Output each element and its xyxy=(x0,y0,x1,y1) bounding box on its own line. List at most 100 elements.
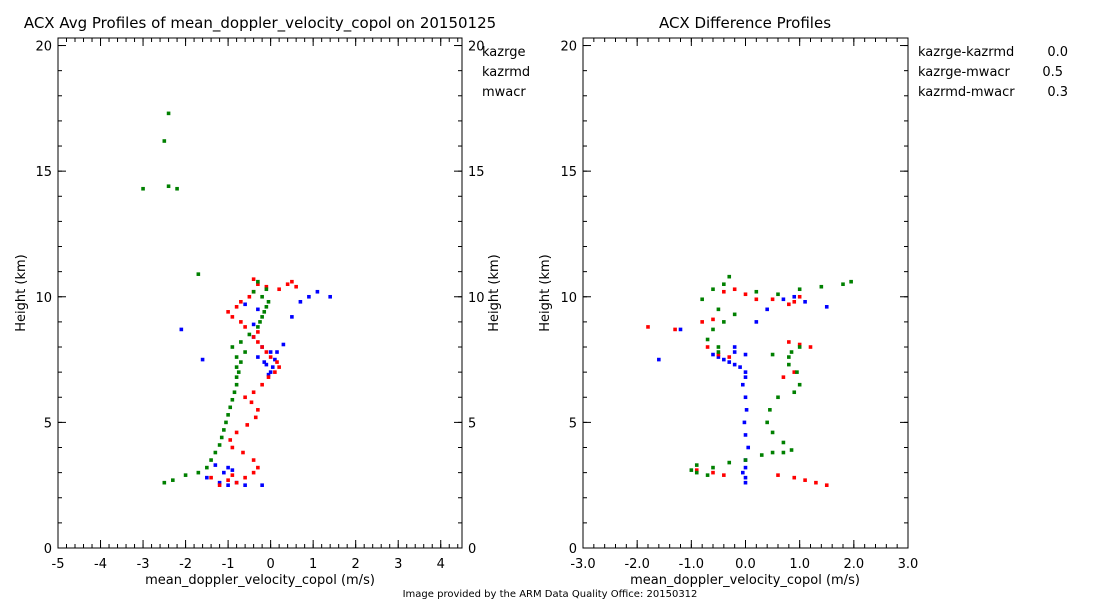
diff-point-kazrmd-mwacr xyxy=(754,289,759,294)
diff-point-kazrge-mwacr xyxy=(808,345,813,349)
legend-kazrmd: kazrmd xyxy=(482,65,530,80)
avg-point-mwacr xyxy=(141,186,145,191)
avg-right-y-tick-label: 0 xyxy=(468,542,476,557)
avg-point-kazrmd xyxy=(226,310,230,314)
avg-point-kazrmd xyxy=(256,282,260,287)
avg-point-mwacr xyxy=(166,184,171,189)
avg-point-kazrmd xyxy=(243,325,247,329)
diff-point-kazrge-mwacr xyxy=(732,287,737,292)
avg-point-kazrge xyxy=(243,302,247,307)
avg-point-kazrge xyxy=(264,362,269,367)
avg-point-kazrge xyxy=(256,355,260,359)
avg-point-mwacr xyxy=(234,355,239,359)
avg-point-kazrmd xyxy=(290,279,294,284)
avg-point-mwacr xyxy=(175,186,179,191)
avg-point-kazrmd xyxy=(241,450,245,455)
diff-point-kazrge-mwacr xyxy=(711,317,715,322)
avg-point-mwacr xyxy=(171,478,175,482)
avg-point-kazrmd xyxy=(239,320,243,324)
avg-right-y-tick-label: 20 xyxy=(468,40,485,55)
diff-point-kazrmd-mwacr xyxy=(781,440,786,445)
diff-point-kazrge-kazrmd xyxy=(722,357,726,362)
diff-point-kazrmd-mwacr xyxy=(797,345,802,349)
diff-point-kazrge-mwacr xyxy=(700,320,704,324)
diff-point-kazrge-mwacr xyxy=(722,473,726,477)
diff-point-kazrge-kazrmd xyxy=(743,433,748,437)
avg-point-kazrmd xyxy=(260,345,264,349)
diff-point-kazrge-kazrmd xyxy=(711,352,715,357)
avg-point-kazrmd xyxy=(256,330,260,334)
diff-y-tick-label: 5 xyxy=(569,416,577,431)
diff-point-kazrge-kazrmd xyxy=(740,470,745,475)
diff-point-kazrge-kazrmd xyxy=(743,375,748,379)
diff-point-kazrge-mwacr xyxy=(770,297,775,302)
diff-point-kazrge-mwacr xyxy=(787,302,791,307)
diff-point-kazrge-mwacr xyxy=(694,468,699,472)
avg-point-mwacr xyxy=(213,450,218,455)
diff-point-kazrmd-mwacr xyxy=(849,279,853,284)
avg-x-tick-label: -5 xyxy=(52,557,65,572)
diff-point-kazrge-mwacr xyxy=(727,355,732,359)
diff-point-kazrmd-mwacr xyxy=(776,395,780,400)
avg-point-kazrge xyxy=(290,315,294,319)
diff-point-kazrge-kazrmd xyxy=(657,357,661,362)
avg-point-mwacr xyxy=(256,279,260,284)
avg-point-mwacr xyxy=(260,294,264,299)
avg-point-kazrge xyxy=(260,483,264,487)
avg-point-kazrmd xyxy=(226,478,230,482)
avg-point-mwacr xyxy=(243,350,247,354)
diff-x-tick-label: 0.0 xyxy=(735,557,756,572)
avg-point-kazrmd xyxy=(277,287,281,292)
avg-point-kazrge xyxy=(256,307,260,312)
avg-point-mwacr xyxy=(256,325,260,329)
avg-point-kazrmd xyxy=(251,390,256,395)
diff-point-kazrmd-mwacr xyxy=(770,450,775,455)
avg-point-kazrmd xyxy=(294,284,298,289)
diff-point-kazrge-kazrmd xyxy=(743,370,748,374)
avg-point-kazrge xyxy=(226,465,230,470)
diff-point-kazrge-mwacr xyxy=(673,327,677,332)
avg-point-kazrmd xyxy=(256,465,260,470)
diff-point-kazrge-mwacr xyxy=(814,480,818,485)
avg-point-kazrge xyxy=(205,475,209,480)
diff-point-kazrge-mwacr xyxy=(787,340,791,344)
diff-point-kazrmd-mwacr xyxy=(795,370,799,374)
diff-x-tick-label: -1.0 xyxy=(679,557,704,572)
avg-point-mwacr xyxy=(166,111,171,116)
avg-point-mwacr xyxy=(226,413,230,417)
avg-point-mwacr xyxy=(234,375,239,379)
difference-profiles-panel: ACX Difference Profiles mean_doppler_vel… xyxy=(538,14,1068,588)
diff-point-kazrmd-mwacr xyxy=(770,352,775,357)
diff-point-kazrmd-mwacr xyxy=(711,287,715,292)
avg-point-kazrge xyxy=(307,294,311,299)
avg-point-kazrge xyxy=(273,357,277,362)
diff-point-kazrmd-mwacr xyxy=(727,460,732,465)
diff-point-kazrge-mwacr xyxy=(792,370,797,374)
diff-point-kazrge-mwacr xyxy=(792,475,797,480)
diff-point-kazrge-mwacr xyxy=(776,473,780,477)
avg-point-kazrmd xyxy=(266,375,271,379)
avg-point-mwacr xyxy=(258,320,262,324)
diff-point-kazrmd-mwacr xyxy=(768,408,772,412)
avg-point-kazrmd xyxy=(249,400,254,405)
avg-point-mwacr xyxy=(239,340,243,344)
diff-point-kazrmd-mwacr xyxy=(689,468,694,472)
diff-point-kazrmd-mwacr xyxy=(770,430,775,435)
avg-point-kazrmd xyxy=(275,360,279,364)
diff-point-kazrmd-mwacr xyxy=(705,473,710,477)
diff-point-kazrge-kazrmd xyxy=(765,307,769,312)
avg-profiles-x-axis-label: mean_doppler_velocity_copol (m/s) xyxy=(145,573,375,588)
avg-right-y-tick-label: 15 xyxy=(468,165,485,180)
diff-point-kazrmd-mwacr xyxy=(694,470,699,475)
avg-point-kazrmd xyxy=(234,430,239,435)
avg-point-kazrmd xyxy=(251,458,256,462)
avg-point-kazrge xyxy=(226,483,230,487)
avg-point-kazrge xyxy=(230,468,235,472)
avg-x-tick-label: 2 xyxy=(352,557,360,572)
legend-kazrmd-mwacr-label: kazrmd-mwacr xyxy=(918,85,1015,100)
diff-x-tick-label: 2.0 xyxy=(843,557,864,572)
avg-point-mwacr xyxy=(234,365,239,369)
diff-point-kazrmd-mwacr xyxy=(716,345,721,349)
diff-point-kazrmd-mwacr xyxy=(694,463,699,467)
diff-point-kazrmd-mwacr xyxy=(759,453,764,457)
